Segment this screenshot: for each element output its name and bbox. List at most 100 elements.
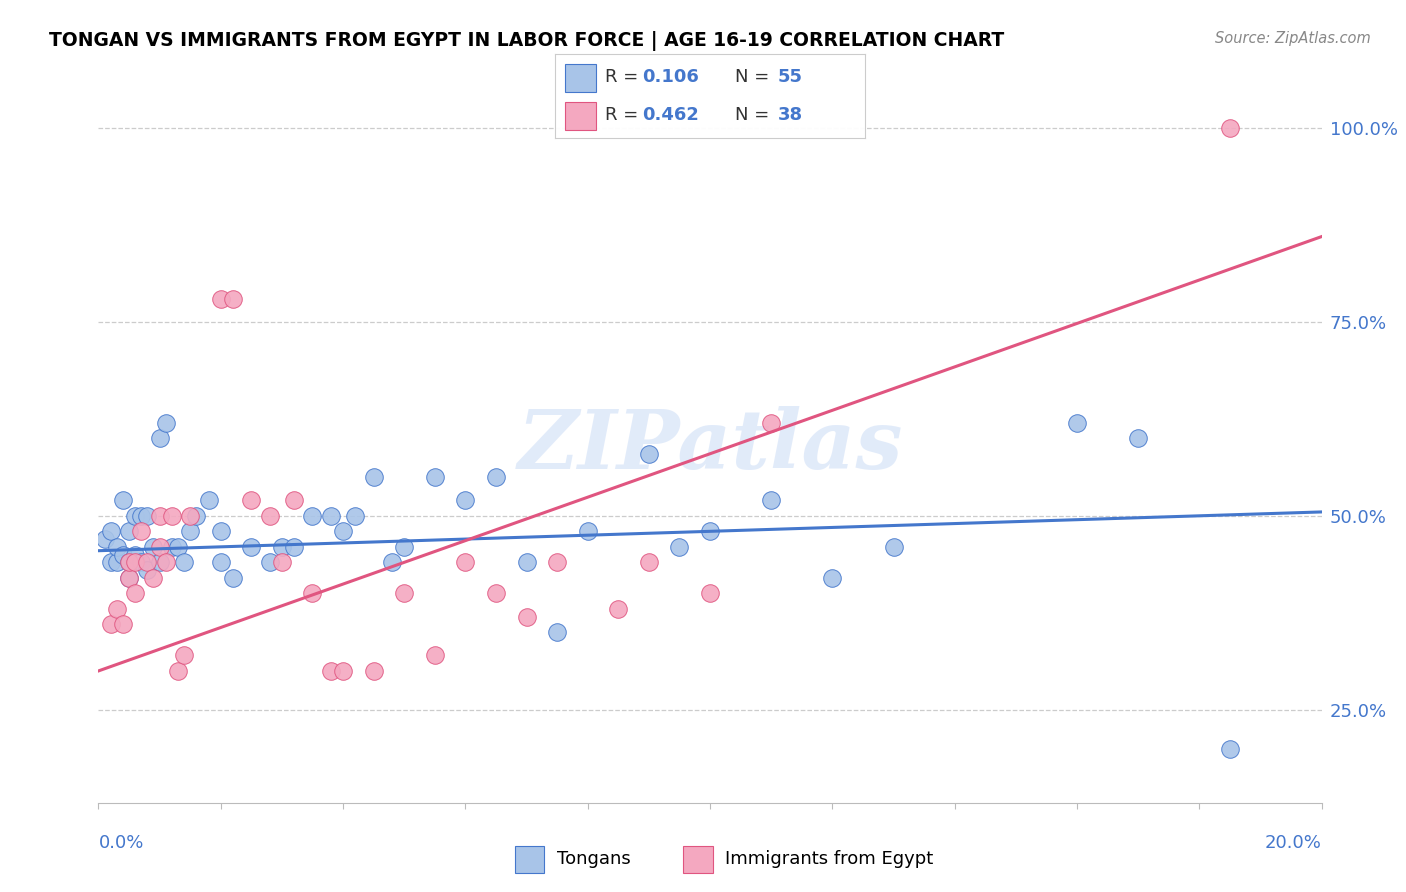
Point — [118, 555, 141, 569]
Point — [240, 493, 263, 508]
Point — [363, 664, 385, 678]
Text: 38: 38 — [778, 105, 803, 123]
Point — [454, 493, 477, 508]
Point — [576, 524, 599, 539]
Text: 0.0%: 0.0% — [98, 834, 143, 852]
Point — [759, 416, 782, 430]
Point — [546, 555, 568, 569]
Point — [363, 470, 385, 484]
Text: Immigrants from Egypt: Immigrants from Egypt — [725, 849, 934, 868]
Point — [485, 586, 508, 600]
Point — [240, 540, 263, 554]
Point — [301, 508, 323, 523]
Text: N =: N = — [735, 105, 775, 123]
Point — [1066, 416, 1088, 430]
Point — [699, 524, 721, 539]
Point — [124, 508, 146, 523]
Point — [124, 586, 146, 600]
Text: N =: N = — [735, 69, 775, 87]
Point — [136, 555, 159, 569]
Point — [516, 609, 538, 624]
Point — [222, 292, 245, 306]
FancyBboxPatch shape — [515, 847, 544, 873]
Point — [124, 548, 146, 562]
Point — [118, 571, 141, 585]
Point — [209, 292, 232, 306]
Point — [454, 555, 477, 569]
Point — [392, 540, 416, 554]
Point — [149, 508, 172, 523]
Point — [111, 617, 134, 632]
Point — [485, 470, 508, 484]
Point — [270, 540, 292, 554]
Point — [1219, 741, 1241, 756]
Text: Tongans: Tongans — [557, 849, 630, 868]
Point — [111, 548, 134, 562]
Point — [259, 555, 281, 569]
Point — [668, 540, 690, 554]
Point — [179, 524, 201, 539]
Text: R =: R = — [605, 69, 644, 87]
Point — [1128, 431, 1150, 445]
Point — [222, 571, 245, 585]
Point — [149, 540, 172, 554]
FancyBboxPatch shape — [565, 63, 596, 92]
Point — [136, 563, 159, 577]
Point — [392, 586, 416, 600]
Point — [93, 532, 115, 546]
Y-axis label: In Labor Force | Age 16-19: In Labor Force | Age 16-19 — [0, 326, 8, 566]
Point — [173, 648, 195, 663]
Point — [173, 555, 195, 569]
Point — [607, 602, 630, 616]
Text: 0.106: 0.106 — [643, 69, 699, 87]
Point — [160, 508, 183, 523]
Point — [100, 555, 122, 569]
Point — [149, 555, 172, 569]
Point — [344, 508, 367, 523]
Point — [129, 524, 152, 539]
Point — [100, 617, 122, 632]
Text: TONGAN VS IMMIGRANTS FROM EGYPT IN LABOR FORCE | AGE 16-19 CORRELATION CHART: TONGAN VS IMMIGRANTS FROM EGYPT IN LABOR… — [49, 31, 1004, 51]
Point — [167, 664, 190, 678]
Text: 55: 55 — [778, 69, 803, 87]
Point — [319, 508, 342, 523]
Point — [332, 524, 354, 539]
Point — [142, 540, 165, 554]
Point — [105, 555, 128, 569]
Point — [136, 508, 159, 523]
Text: Source: ZipAtlas.com: Source: ZipAtlas.com — [1215, 31, 1371, 46]
Point — [155, 416, 177, 430]
Point — [118, 571, 141, 585]
Point — [155, 555, 177, 569]
Point — [111, 493, 134, 508]
Point — [105, 602, 128, 616]
Point — [124, 555, 146, 569]
Point — [637, 447, 661, 461]
Point — [759, 493, 782, 508]
Point — [160, 540, 183, 554]
Point — [883, 540, 905, 554]
Point — [129, 508, 152, 523]
Text: R =: R = — [605, 105, 644, 123]
Point — [319, 664, 342, 678]
Point — [1219, 120, 1241, 135]
Point — [209, 555, 232, 569]
Text: ZIPatlas: ZIPatlas — [517, 406, 903, 486]
Point — [105, 540, 128, 554]
Point — [167, 540, 190, 554]
Point — [381, 555, 404, 569]
Point — [283, 493, 305, 508]
Point — [100, 524, 122, 539]
Point — [423, 648, 446, 663]
Text: 0.462: 0.462 — [643, 105, 699, 123]
Point — [209, 524, 232, 539]
Point — [637, 555, 661, 569]
Point — [283, 540, 305, 554]
Point — [197, 493, 219, 508]
Text: 20.0%: 20.0% — [1265, 834, 1322, 852]
FancyBboxPatch shape — [683, 847, 713, 873]
Point — [821, 571, 844, 585]
Point — [149, 431, 172, 445]
Point — [142, 571, 165, 585]
Point — [118, 555, 141, 569]
